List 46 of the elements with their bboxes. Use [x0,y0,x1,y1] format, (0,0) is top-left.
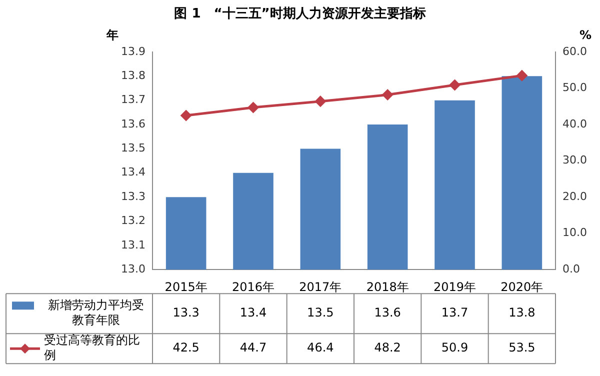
x-tick-label: 2018年 [366,280,409,294]
y2-tick-label: 60.0 [562,44,588,58]
x-tick-label: 2016年 [232,280,275,294]
y2-tick-label: 0.0 [562,262,580,276]
data-label: 44.7 [240,340,267,355]
point [382,90,393,100]
y-tick-label: 13.6 [120,117,146,130]
y-axis-title: 年 [105,28,118,42]
y-tick-label: 13.3 [120,190,146,203]
y2-tick-label: 20.0 [562,190,588,203]
x-tick-label: 2020年 [500,280,544,294]
y2-tick-label: 50.0 [562,81,588,94]
y-tick-label: 13.4 [120,166,146,179]
x-tick-label: 2015年 [164,280,208,294]
point [516,70,528,81]
chart-title: 图 1 “十三五”时期人力资源开发主要指标 [174,5,426,22]
y-tick-label: 13.8 [120,69,146,82]
point [180,110,192,121]
y-tick-label: 13.9 [120,44,146,58]
data-label: 48.2 [374,340,401,355]
y2-tick-label: 40.0 [562,117,588,130]
point [248,102,258,113]
y2-axis-title: % [579,28,592,42]
data-label: 46.4 [307,340,334,355]
x-tick-label: 2017年 [299,280,342,294]
y-tick-label: 13.7 [120,93,146,106]
data-label: 50.9 [441,340,468,355]
data-label: 42.5 [172,340,200,355]
point [450,80,460,90]
legend-label: 新增劳动力平均受教育年限 [48,298,144,328]
y2-tick-label: 30.0 [562,154,588,167]
data-label: 13.5 [307,306,334,320]
point [315,96,326,107]
y-tick-label: 13.1 [120,238,146,252]
y-tick-label: 13.2 [120,214,146,228]
data-label: 13.3 [172,306,200,320]
legend-label: 受过高等教育的比例 [44,333,140,362]
x-tick-label: 2019年 [433,280,476,294]
y2-tick-label: 10.0 [562,226,588,240]
data-label: 53.5 [508,340,536,355]
y-tick-label: 13.5 [120,142,146,155]
data-label: 13.4 [240,306,267,320]
data-label: 13.7 [441,306,468,320]
data-label: 13.8 [508,306,536,320]
y-tick-label: 13.0 [120,262,146,276]
data-label: 13.6 [374,306,401,320]
